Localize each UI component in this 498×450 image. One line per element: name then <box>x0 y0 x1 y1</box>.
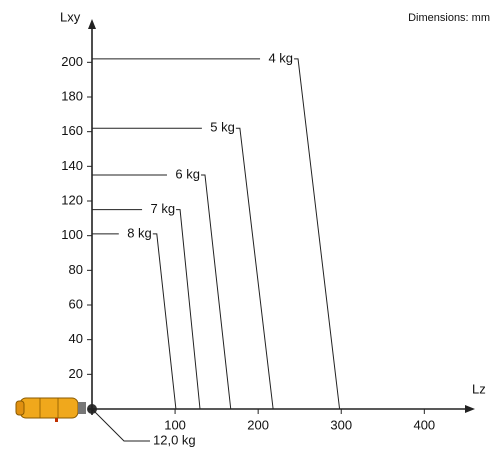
curve-label: 6 kg <box>175 166 200 181</box>
annotation-leader <box>91 408 150 442</box>
load-curve <box>92 174 232 410</box>
y-tick-label: 160 <box>61 123 83 138</box>
curve-label: 8 kg <box>127 225 152 240</box>
load-curve <box>92 127 274 410</box>
x-axis-arrow <box>465 405 475 413</box>
x-tick-label: 100 <box>164 417 186 432</box>
y-axis-arrow <box>88 19 96 29</box>
y-axis-label: Lxy <box>60 9 81 24</box>
annotation: 12,0 kg <box>153 432 196 447</box>
y-tick-label: 140 <box>61 158 83 173</box>
y-tick-label: 120 <box>61 192 83 207</box>
y-tick-label: 180 <box>61 88 83 103</box>
x-tick-label: 300 <box>330 417 352 432</box>
x-tick-label: 200 <box>247 417 269 432</box>
curve-label: 7 kg <box>150 201 175 216</box>
load-curve <box>92 58 341 410</box>
curve-label: 4 kg <box>268 50 293 65</box>
label-background <box>201 120 236 137</box>
y-tick-label: 60 <box>69 296 83 311</box>
curve-label: 5 kg <box>210 120 235 135</box>
x-tick-label: 400 <box>413 417 435 432</box>
gripper <box>15 397 97 422</box>
y-tick-label: 80 <box>69 262 83 277</box>
y-tick-label: 100 <box>61 227 83 242</box>
label-background <box>260 50 295 67</box>
dimensions-note: Dimensions: mm <box>408 12 490 24</box>
load-curve <box>92 209 201 410</box>
x-axis-label: Lz <box>472 381 486 396</box>
y-tick-label: 200 <box>61 54 83 69</box>
y-tick-label: 20 <box>69 366 83 381</box>
label-background <box>118 225 153 242</box>
load-curve <box>92 233 177 410</box>
y-tick-label: 40 <box>69 331 83 346</box>
label-background <box>142 201 177 218</box>
label-background <box>166 167 201 183</box>
